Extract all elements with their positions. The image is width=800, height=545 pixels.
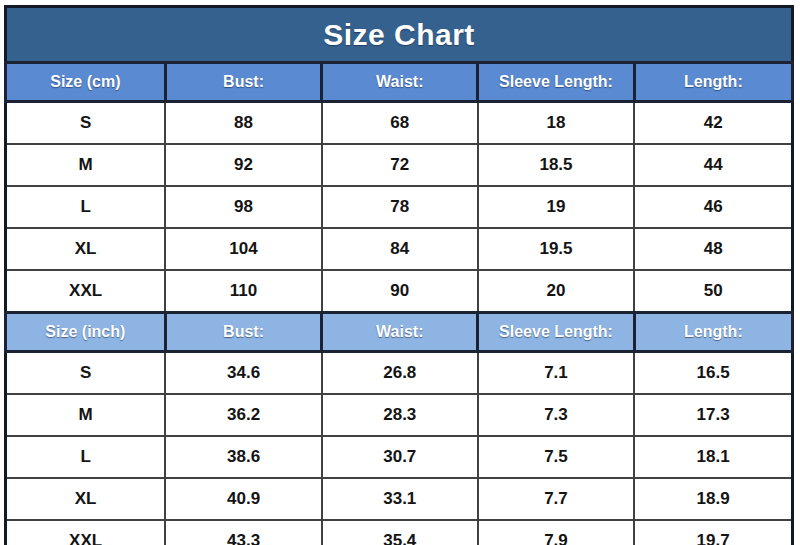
table-row: L 98 78 19 46: [6, 186, 793, 228]
value-cell: 50: [634, 270, 792, 313]
table-row: XL 40.9 33.1 7.7 18.9: [6, 478, 793, 520]
size-cell: S: [6, 102, 166, 145]
value-cell: 36.2: [165, 394, 322, 436]
value-cell: 34.6: [165, 352, 322, 395]
value-cell: 38.6: [165, 436, 322, 478]
value-cell: 84: [322, 228, 478, 270]
value-cell: 72: [322, 144, 478, 186]
size-cell: XL: [6, 478, 166, 520]
value-cell: 7.3: [478, 394, 635, 436]
value-cell: 7.9: [478, 520, 635, 545]
size-cell: S: [6, 352, 166, 395]
value-cell: 43.3: [165, 520, 322, 545]
value-cell: 17.3: [634, 394, 792, 436]
value-cell: 104: [165, 228, 322, 270]
value-cell: 7.1: [478, 352, 635, 395]
header-cell-waist: Waist:: [322, 63, 478, 102]
value-cell: 98: [165, 186, 322, 228]
header-cell-size-cm: Size (cm): [6, 63, 166, 102]
value-cell: 30.7: [322, 436, 478, 478]
value-cell: 18.1: [634, 436, 792, 478]
size-cell: XXL: [6, 270, 166, 313]
value-cell: 35.4: [322, 520, 478, 545]
value-cell: 90: [322, 270, 478, 313]
header-cell-sleeve: Sleeve Length:: [478, 313, 635, 352]
value-cell: 16.5: [634, 352, 792, 395]
value-cell: 110: [165, 270, 322, 313]
size-cell: M: [6, 394, 166, 436]
value-cell: 26.8: [322, 352, 478, 395]
value-cell: 7.7: [478, 478, 635, 520]
value-cell: 28.3: [322, 394, 478, 436]
size-cell: XXL: [6, 520, 166, 545]
value-cell: 92: [165, 144, 322, 186]
size-table: Size (cm) Bust: Waist: Sleeve Length: Le…: [4, 61, 794, 545]
table-row: M 36.2 28.3 7.3 17.3: [6, 394, 793, 436]
size-cell: L: [6, 436, 166, 478]
table-row: L 38.6 30.7 7.5 18.1: [6, 436, 793, 478]
value-cell: 19: [478, 186, 635, 228]
value-cell: 18.9: [634, 478, 792, 520]
value-cell: 33.1: [322, 478, 478, 520]
value-cell: 7.5: [478, 436, 635, 478]
value-cell: 46: [634, 186, 792, 228]
header-cell-length: Length:: [634, 313, 792, 352]
page-title: Size Chart: [4, 5, 794, 61]
size-cell: XL: [6, 228, 166, 270]
table-row: XXL 110 90 20 50: [6, 270, 793, 313]
value-cell: 19.7: [634, 520, 792, 545]
value-cell: 88: [165, 102, 322, 145]
header-cell-size-inch: Size (inch): [6, 313, 166, 352]
table-row: M 92 72 18.5 44: [6, 144, 793, 186]
value-cell: 20: [478, 270, 635, 313]
table-row: S 34.6 26.8 7.1 16.5: [6, 352, 793, 395]
value-cell: 44: [634, 144, 792, 186]
table-row: XXL 43.3 35.4 7.9 19.7: [6, 520, 793, 545]
value-cell: 18: [478, 102, 635, 145]
value-cell: 40.9: [165, 478, 322, 520]
value-cell: 68: [322, 102, 478, 145]
header-cell-bust: Bust:: [165, 63, 322, 102]
value-cell: 19.5: [478, 228, 635, 270]
table-header-row-inch: Size (inch) Bust: Waist: Sleeve Length: …: [6, 313, 793, 352]
table-row: XL 104 84 19.5 48: [6, 228, 793, 270]
header-cell-waist: Waist:: [322, 313, 478, 352]
value-cell: 78: [322, 186, 478, 228]
value-cell: 18.5: [478, 144, 635, 186]
table-row: S 88 68 18 42: [6, 102, 793, 145]
value-cell: 48: [634, 228, 792, 270]
header-cell-bust: Bust:: [165, 313, 322, 352]
size-chart-sheet: Size Chart Size (cm) Bust: Waist: Sleeve…: [4, 5, 794, 545]
table-header-row-cm: Size (cm) Bust: Waist: Sleeve Length: Le…: [6, 63, 793, 102]
size-cell: M: [6, 144, 166, 186]
header-cell-sleeve: Sleeve Length:: [478, 63, 635, 102]
value-cell: 42: [634, 102, 792, 145]
size-cell: L: [6, 186, 166, 228]
header-cell-length: Length:: [634, 63, 792, 102]
